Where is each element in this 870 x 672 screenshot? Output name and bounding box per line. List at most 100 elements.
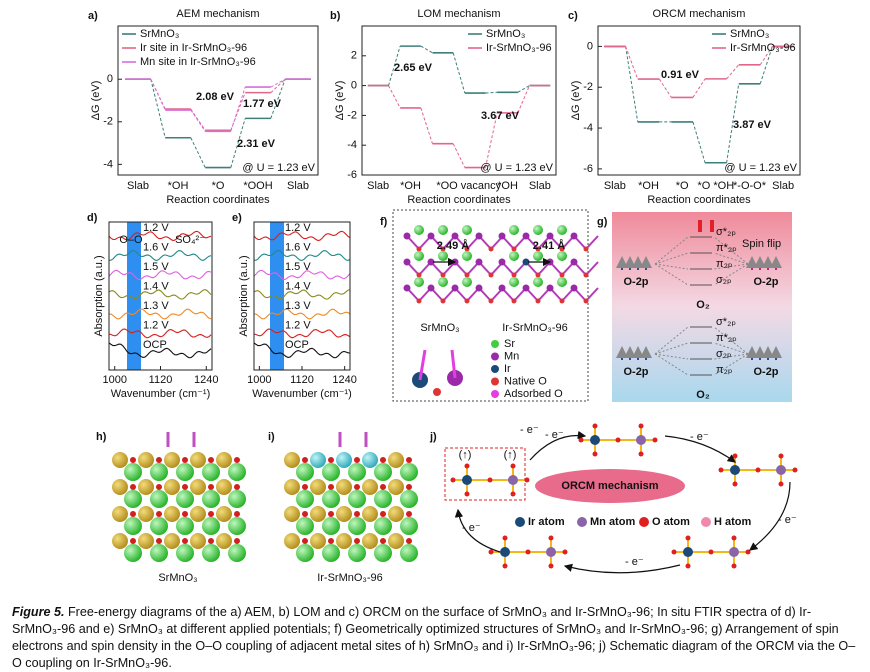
- atom: [451, 284, 459, 292]
- spectrum: [108, 342, 212, 359]
- bond: [585, 287, 599, 302]
- structure-label: SrMnO₃: [420, 322, 459, 334]
- atom: [508, 475, 518, 485]
- molecule-label: O₂: [696, 389, 710, 401]
- atom: [284, 506, 300, 522]
- atom: [755, 467, 761, 473]
- connector: [759, 46, 773, 84]
- atom: [511, 246, 517, 252]
- atom: [440, 298, 446, 304]
- atom: [546, 547, 556, 557]
- atom: [156, 457, 162, 463]
- link: [713, 353, 749, 360]
- atom: [462, 475, 472, 485]
- atom: [462, 251, 472, 261]
- atom: [546, 232, 554, 240]
- link: [654, 236, 689, 265]
- x-axis-label: Reaction coordinates: [407, 194, 511, 206]
- atom: [228, 463, 246, 481]
- atom: [112, 452, 128, 468]
- cycle-arrow: [749, 481, 791, 551]
- atom: [388, 506, 404, 522]
- connector: [517, 85, 530, 93]
- atom: [374, 517, 392, 535]
- step-label: - e⁻: [778, 514, 797, 526]
- panel-label: e): [232, 212, 242, 224]
- connector: [150, 79, 166, 111]
- atom: [296, 490, 314, 508]
- atom: [362, 479, 378, 495]
- atom: [406, 457, 412, 463]
- connector: [726, 64, 740, 80]
- y-axis-label: Absorption (a.u.): [238, 255, 250, 336]
- legend-label: SrMnO₃: [730, 28, 769, 40]
- atom: [451, 232, 459, 240]
- annotation: 2.08 eV: [196, 91, 235, 103]
- atom: [509, 277, 519, 287]
- atom: [462, 225, 472, 235]
- atom: [348, 463, 366, 481]
- atom: [433, 388, 441, 396]
- atom: [182, 511, 188, 517]
- atom: [328, 457, 334, 463]
- connector: [452, 143, 466, 168]
- distance-label: 2.41 Å: [533, 239, 565, 252]
- atom: [228, 544, 246, 562]
- link: [713, 236, 749, 265]
- legend-label: Adsorbed O: [504, 388, 563, 400]
- atom: [559, 246, 565, 252]
- y-tick-label: -6: [583, 163, 593, 175]
- atom: [150, 517, 168, 535]
- link: [713, 263, 749, 286]
- atom: [190, 506, 206, 522]
- annotation: 2.65 eV: [394, 62, 433, 74]
- atom: [228, 517, 246, 535]
- curve-label: 1.5 V: [285, 261, 311, 273]
- atom: [182, 538, 188, 544]
- atom: [778, 453, 784, 459]
- x-tick-label: *OH: [497, 180, 518, 192]
- atom: [502, 563, 508, 569]
- step-label: - e⁻: [625, 556, 644, 568]
- atom: [176, 490, 194, 508]
- legend-label: Mn atom: [590, 516, 635, 528]
- atom: [570, 232, 578, 240]
- atom: [190, 533, 206, 549]
- x-tick-label: 1120: [149, 374, 173, 386]
- atom: [388, 533, 404, 549]
- atom: [475, 284, 483, 292]
- atom: [400, 463, 418, 481]
- atom: [354, 484, 360, 490]
- connector: [150, 79, 166, 138]
- y-tick-label: -4: [583, 122, 593, 134]
- connector: [420, 45, 433, 54]
- spectrum: [253, 342, 351, 359]
- atom: [354, 511, 360, 517]
- mechanism-title: ORCM mechanism: [561, 480, 658, 492]
- atom: [208, 538, 214, 544]
- x-tick-label: *-O-O*: [733, 180, 767, 192]
- atom: [683, 547, 693, 557]
- spectrum: [254, 249, 351, 261]
- curve-label: OCP: [143, 339, 167, 351]
- atom: [190, 479, 206, 495]
- x-axis-label: Wavenumber (cm⁻¹): [252, 388, 352, 400]
- atom: [535, 298, 541, 304]
- connector: [625, 46, 639, 123]
- plot-frame: [361, 25, 557, 176]
- atom: [138, 506, 154, 522]
- legend-label: Mn: [504, 350, 519, 362]
- connector: [190, 109, 206, 132]
- connector: [726, 83, 740, 163]
- spectrum: [253, 230, 351, 242]
- atom: [583, 246, 589, 252]
- atom: [533, 251, 543, 261]
- atom: [176, 463, 194, 481]
- atom: [380, 511, 386, 517]
- atom: [176, 544, 194, 562]
- atom: [284, 533, 300, 549]
- legend-label: O atom: [652, 516, 690, 528]
- atom: [464, 272, 470, 278]
- atom: [234, 538, 240, 544]
